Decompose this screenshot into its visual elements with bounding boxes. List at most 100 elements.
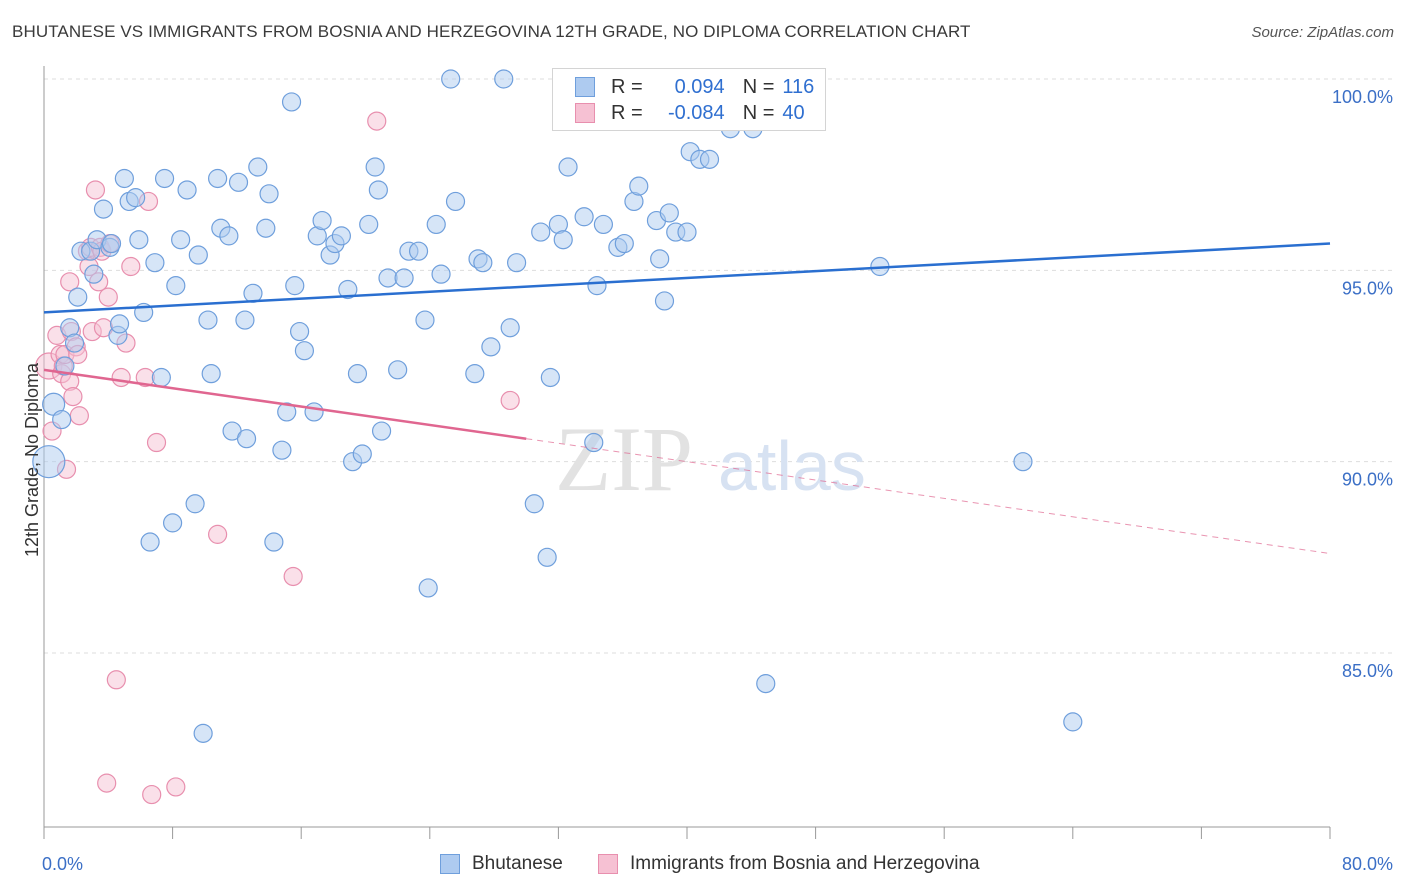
bhutanese-point xyxy=(352,444,372,464)
bhutanese-point xyxy=(93,199,114,219)
bhutanese-point xyxy=(208,168,228,189)
immigrants-point xyxy=(283,566,303,587)
bhutanese-point xyxy=(331,226,351,246)
trend-line-solid-0 xyxy=(43,242,1331,314)
bhutanese-point xyxy=(418,578,438,598)
bhutanese-point xyxy=(193,723,213,743)
bhutanese-point xyxy=(473,253,493,273)
bhutanese-point xyxy=(1013,452,1033,472)
y-tick-label: 100.0% xyxy=(1332,87,1393,107)
bhutanese-point xyxy=(285,276,305,296)
bhutanese-point xyxy=(756,674,776,694)
bhutanese-point xyxy=(140,532,160,552)
immigrants-point xyxy=(98,287,118,307)
x-tick-label-max: 80.0% xyxy=(1342,854,1393,874)
bottom-legend-bhutanese: Bhutanese xyxy=(440,852,563,876)
bhutanese-point xyxy=(243,283,263,303)
bhutanese-point xyxy=(281,92,302,112)
bhutanese-point xyxy=(154,168,175,189)
bhutanese-point xyxy=(32,445,66,479)
bhutanese-point xyxy=(338,279,358,300)
bhutanese-point xyxy=(201,364,221,384)
bhutanese-point xyxy=(415,310,435,330)
x-tick-label-min: 0.0% xyxy=(42,854,83,874)
bhutanese-point xyxy=(129,230,149,250)
y-axis-label: 12th Grade, No Diploma xyxy=(22,362,42,557)
immigrants-point xyxy=(97,773,117,793)
bhutanese-point xyxy=(574,207,594,227)
correlation-legend: R = 0.094 N = 116 R = -0.084 N = 40 xyxy=(552,68,826,131)
bhutanese-point xyxy=(166,276,186,296)
immigrants-point xyxy=(142,784,162,805)
bhutanese-point xyxy=(304,402,324,422)
immigrants-point xyxy=(60,272,80,292)
bhutanese-point xyxy=(101,233,122,254)
bhutanese-point xyxy=(629,176,649,196)
bhutanese-point xyxy=(228,172,249,192)
bhutanese-point xyxy=(441,69,461,89)
bhutanese-point xyxy=(248,157,268,177)
immigrants-point xyxy=(69,406,89,426)
bhutanese-point xyxy=(553,230,573,250)
bhutanese-point xyxy=(145,253,165,273)
y-tick-label: 95.0% xyxy=(1342,278,1393,298)
bhutanese-point xyxy=(84,264,104,284)
legend-r-value: -0.084 xyxy=(667,101,725,124)
bhutanese-point xyxy=(294,341,315,361)
bhutanese-point xyxy=(677,222,697,242)
trend-line-solid-1 xyxy=(43,368,527,440)
immigrants-point xyxy=(500,390,520,411)
bhutanese-point xyxy=(264,532,284,552)
bhutanese-point xyxy=(558,157,578,177)
bhutanese-point xyxy=(64,333,85,353)
legend-n-label: N = xyxy=(742,75,775,98)
y-tick-label: 85.0% xyxy=(1342,661,1393,681)
bhutanese-point xyxy=(500,318,520,338)
axis-labels: 85.0% 90.0% 95.0% 100.0% 0.0% 80.0% 12th Grade… xyxy=(22,87,1393,874)
bhutanese-point xyxy=(540,367,560,388)
immigrants-point xyxy=(111,367,131,388)
immigrants-point xyxy=(106,670,126,690)
bhutanese-point xyxy=(378,268,398,288)
bhutanese-point xyxy=(699,149,720,169)
bhutanese-point xyxy=(584,432,604,453)
legend-r-label: R = xyxy=(611,101,643,124)
bhutanese-point xyxy=(524,494,544,514)
bhutanese-point xyxy=(188,245,208,265)
chart-title: BHUTANESE VS IMMIGRANTS FROM BOSNIA AND … xyxy=(12,22,971,41)
immigrants-point xyxy=(367,111,387,131)
legend-n-label: N = xyxy=(742,101,775,124)
bhutanese-point xyxy=(593,214,614,235)
bhutanese-point xyxy=(654,291,675,311)
bottom-legend-swatch-pink xyxy=(598,854,618,874)
legend-n-value: 40 xyxy=(782,101,805,124)
bhutanese-point xyxy=(359,214,379,235)
legend-r-label: R = xyxy=(611,75,643,98)
grid-lines xyxy=(44,78,1395,654)
bhutanese-point xyxy=(68,287,88,307)
bhutanese-point xyxy=(289,321,310,342)
immigrants-point xyxy=(166,777,186,797)
immigrants-point xyxy=(121,256,141,277)
bhutanese-point xyxy=(312,210,332,231)
bhutanese-point xyxy=(537,547,557,567)
bhutanese-point xyxy=(177,180,197,200)
bhutanese-point xyxy=(394,268,414,288)
bhutanese-point xyxy=(531,222,551,242)
bottom-legend-label: Bhutanese xyxy=(472,853,563,874)
bhutanese-point xyxy=(659,203,679,223)
trend-line-dashed-1 xyxy=(526,438,1331,555)
bhutanese-point xyxy=(171,230,191,250)
bhutanese-point xyxy=(163,513,183,533)
bhutanese-point xyxy=(219,226,239,246)
legend-row-immigrants: R = -0.084 N = 40 xyxy=(575,100,805,126)
legend-r-value: 0.094 xyxy=(674,75,725,98)
bhutanese-point xyxy=(426,214,446,235)
bhutanese-point xyxy=(465,364,485,384)
bhutanese-point xyxy=(347,364,368,384)
bhutanese-point xyxy=(614,233,634,254)
bhutanese-point xyxy=(272,440,292,460)
bottom-legend-swatch-blue xyxy=(440,854,460,874)
bhutanese-point xyxy=(445,191,466,212)
